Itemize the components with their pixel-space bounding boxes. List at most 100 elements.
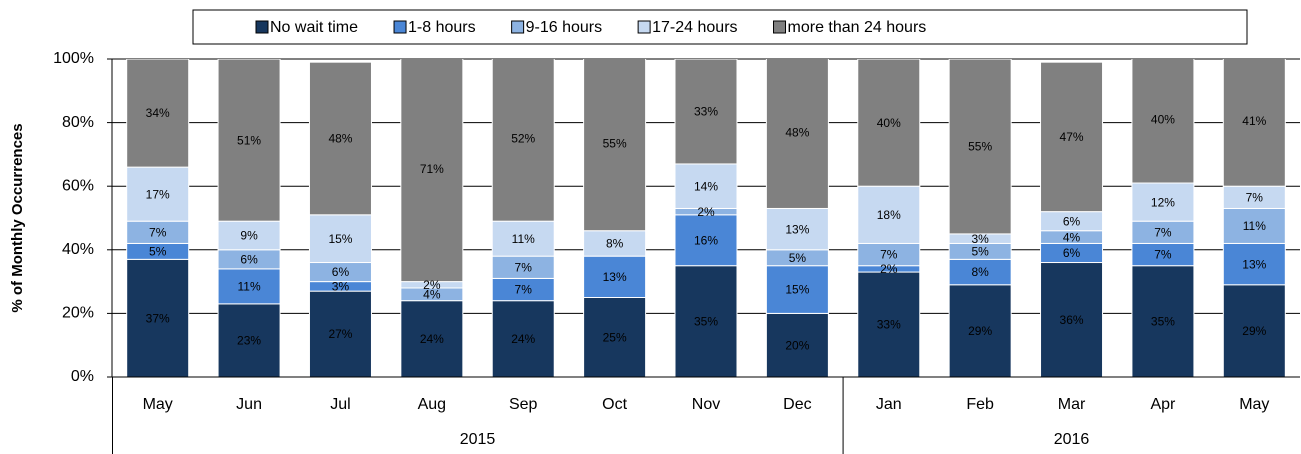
value-label: 52% bbox=[511, 132, 535, 146]
y-tick-label: 40% bbox=[62, 241, 94, 258]
x-tick-label: Feb bbox=[966, 396, 994, 413]
x-tick-label: Aug bbox=[418, 396, 446, 413]
value-label: 35% bbox=[694, 315, 718, 329]
value-label: 7% bbox=[1154, 248, 1172, 262]
y-tick-label: 0% bbox=[71, 368, 94, 385]
value-label: 40% bbox=[877, 116, 901, 130]
bar-segment bbox=[1131, 265, 1195, 377]
legend-swatch bbox=[393, 20, 407, 34]
bar-segment bbox=[674, 163, 738, 209]
legend-label: 17-24 hours bbox=[652, 19, 737, 36]
value-label: 8% bbox=[606, 237, 624, 251]
bar-segment bbox=[1222, 242, 1286, 286]
value-label: 3% bbox=[332, 280, 350, 294]
value-label: 11% bbox=[512, 232, 535, 246]
value-label: 51% bbox=[237, 133, 261, 147]
value-label: 48% bbox=[785, 125, 809, 139]
x-group-label: 2015 bbox=[460, 431, 496, 448]
bar-segment bbox=[400, 59, 464, 283]
legend-label: 9-16 hours bbox=[526, 19, 603, 36]
bar-segment bbox=[308, 290, 372, 377]
bar-segment bbox=[583, 59, 647, 232]
legend-label: 1-8 hours bbox=[408, 19, 476, 36]
value-label: 33% bbox=[694, 105, 718, 119]
value-label: 5% bbox=[149, 245, 167, 259]
bar-segment bbox=[1131, 182, 1195, 222]
value-label: 4% bbox=[423, 287, 441, 301]
value-label: 37% bbox=[146, 311, 170, 325]
bar-segment bbox=[857, 185, 921, 244]
value-label: 8% bbox=[971, 265, 989, 279]
x-tick-label: Oct bbox=[602, 396, 627, 413]
bar-segment bbox=[765, 59, 829, 209]
value-label: 40% bbox=[1151, 113, 1175, 127]
value-label: 6% bbox=[1063, 246, 1081, 260]
value-label: 41% bbox=[1242, 114, 1266, 128]
value-label: 13% bbox=[785, 222, 809, 236]
value-label: 7% bbox=[1246, 191, 1264, 205]
value-label: 7% bbox=[1154, 225, 1172, 239]
value-label: 14% bbox=[694, 179, 718, 193]
legend-swatch bbox=[637, 20, 651, 34]
value-label: 47% bbox=[1060, 130, 1084, 144]
value-label: 55% bbox=[968, 140, 992, 154]
legend-box bbox=[192, 9, 1248, 45]
value-label: 34% bbox=[146, 106, 170, 120]
bar-segment bbox=[765, 312, 829, 377]
bar-segment bbox=[217, 59, 281, 222]
bar-segment bbox=[948, 59, 1012, 235]
value-label: 4% bbox=[1063, 230, 1081, 244]
legend-label: No wait time bbox=[270, 19, 358, 36]
bar-segment bbox=[948, 284, 1012, 377]
value-label: 55% bbox=[603, 136, 627, 150]
value-label: 7% bbox=[515, 260, 533, 274]
value-label: 15% bbox=[785, 283, 809, 297]
bar-segment bbox=[217, 220, 281, 251]
value-label: 9% bbox=[240, 229, 258, 243]
value-label: 6% bbox=[1063, 214, 1081, 228]
value-label: 71% bbox=[420, 162, 444, 176]
value-label: 36% bbox=[1060, 313, 1084, 327]
value-label: 15% bbox=[328, 232, 352, 246]
bar-segment bbox=[583, 255, 647, 299]
value-label: 18% bbox=[877, 208, 901, 222]
value-label: 7% bbox=[149, 225, 167, 239]
y-tick-label: 80% bbox=[62, 114, 94, 131]
x-group-label: 2016 bbox=[1054, 431, 1090, 448]
legend-swatch bbox=[773, 20, 787, 34]
value-label: 11% bbox=[238, 280, 261, 294]
bar-segment bbox=[308, 214, 372, 264]
bar-segment bbox=[857, 59, 921, 187]
bar-segment bbox=[1222, 207, 1286, 244]
value-label: 24% bbox=[511, 332, 535, 346]
bars bbox=[126, 59, 1286, 377]
value-label: 16% bbox=[694, 233, 718, 247]
value-label: 13% bbox=[1242, 257, 1266, 271]
y-tick-label: 60% bbox=[62, 177, 94, 194]
value-label: 6% bbox=[240, 253, 258, 267]
value-label: 13% bbox=[603, 270, 627, 284]
bar-segment bbox=[491, 59, 555, 222]
value-label: 23% bbox=[237, 334, 261, 348]
bar-segment bbox=[674, 59, 738, 165]
value-label: 6% bbox=[332, 265, 350, 279]
bar-segment bbox=[1040, 61, 1104, 213]
value-label: 12% bbox=[1151, 195, 1175, 209]
value-label: 25% bbox=[603, 330, 627, 344]
bar-segment bbox=[674, 265, 738, 377]
x-tick-label: Jan bbox=[876, 396, 902, 413]
x-tick-label: Mar bbox=[1058, 396, 1086, 413]
value-label: 48% bbox=[328, 132, 352, 146]
bar-segment bbox=[217, 268, 281, 305]
y-axis-title: % of Monthly Occurrences bbox=[9, 123, 26, 312]
bar-segment bbox=[491, 220, 555, 257]
bar-segment bbox=[1040, 262, 1104, 377]
value-label: 29% bbox=[968, 324, 992, 338]
bar-segment bbox=[308, 61, 372, 216]
value-label: 5% bbox=[971, 245, 989, 259]
x-tick-label: Dec bbox=[783, 396, 811, 413]
value-label: 3% bbox=[971, 232, 989, 246]
value-label: 33% bbox=[877, 318, 901, 332]
value-label: 2% bbox=[423, 278, 441, 292]
